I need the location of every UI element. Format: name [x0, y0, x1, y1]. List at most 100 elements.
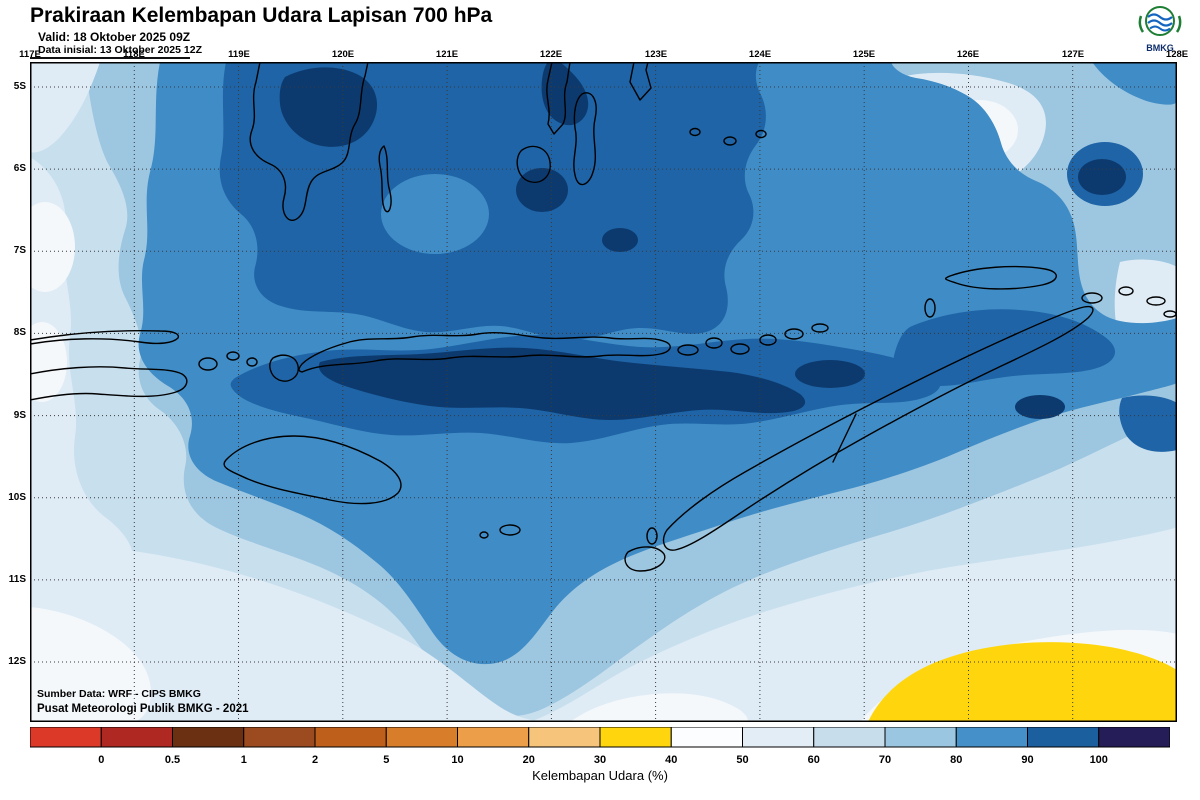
coastline-alor-east [784, 328, 804, 340]
lon-label: 121E [435, 49, 459, 60]
coastline-sumba [223, 435, 402, 505]
coastlines [30, 62, 1177, 572]
shade-30-40 [868, 642, 1177, 722]
lat-label: 7S [13, 245, 26, 256]
coastline-flores [298, 331, 671, 373]
colorbar-tick: 50 [736, 754, 748, 766]
colorbar-segment [1098, 727, 1170, 748]
source-line-2: Pusat Meteorologi Publik BMKG - 2021 [37, 703, 249, 715]
lon-label: 127E [1061, 49, 1085, 60]
lon-label: 118E [123, 49, 145, 60]
colorbar-segment [742, 727, 815, 748]
bmkg-logo: BMKG [1136, 2, 1184, 59]
lat-label: 9S [13, 410, 26, 421]
coastline-atauro [924, 298, 936, 318]
colorbar-segments [30, 727, 1170, 748]
coastline-alor [759, 334, 777, 346]
colorbar-tick: 100 [1090, 754, 1108, 766]
lon-label: 117E [19, 49, 41, 60]
colorbar-segment [528, 727, 601, 748]
coastline-timor-border [832, 413, 857, 463]
colorbar-segment [243, 727, 316, 748]
lon-label: 119E [228, 49, 250, 60]
lon-label: 123E [644, 49, 668, 60]
colorbar-tick: 10 [451, 754, 463, 766]
lon-label: 122E [539, 49, 563, 60]
coastline-islet [1081, 292, 1103, 304]
lat-label: 6S [13, 163, 26, 174]
coastline-komodo [269, 354, 299, 382]
coastline-islet [811, 323, 829, 333]
lat-label: 8S [13, 327, 26, 338]
colorbar-segment [457, 727, 530, 748]
colorbar-tick: 20 [523, 754, 535, 766]
source-line-1: Sumber Data: WRF - CIPS BMKG [37, 688, 201, 700]
colorbar-tick: 60 [808, 754, 820, 766]
lat-label: 11S [8, 574, 26, 585]
coastline-rote [624, 546, 666, 572]
colorbar-segment [884, 727, 957, 748]
coastline-se-sulawesi [546, 62, 571, 135]
page-title: Prakiraan Kelembapan Udara Lapisan 700 h… [30, 4, 493, 27]
humidity-map-canvas [30, 62, 1177, 722]
colorbar-tick: 2 [312, 754, 318, 766]
colorbar-label: Kelembapan Udara (%) [532, 768, 668, 783]
coastline-timor [662, 305, 1094, 551]
coastline-wetar [944, 265, 1057, 290]
coastline-islet [1146, 296, 1166, 306]
coastline-islet [198, 357, 218, 371]
colorbar-segment [314, 727, 387, 748]
coastline-lembata [705, 337, 723, 349]
colorbar-segment [1027, 727, 1100, 748]
coastline-solor [677, 344, 699, 356]
valid-time-label: Valid: 18 Oktober 2025 09Z [38, 30, 191, 44]
coastline-island [629, 62, 652, 101]
coastline-islet [246, 357, 258, 367]
coastline-islet [723, 136, 737, 146]
lat-label: 12S [8, 656, 26, 667]
coastline-islet [1118, 286, 1134, 296]
coastline-muna [516, 145, 551, 183]
lon-label: 126E [956, 49, 980, 60]
coastline-islet [226, 351, 240, 361]
colorbar-segment [813, 727, 886, 748]
lat-label: 10S [8, 492, 26, 503]
coastline-savu [499, 524, 521, 536]
colorbar-tick: 40 [665, 754, 677, 766]
header-divider [30, 57, 190, 59]
colorbar-segment [670, 727, 743, 748]
coastline-raijua [479, 531, 489, 539]
colorbar-tick: 70 [879, 754, 891, 766]
colorbar-segment [955, 727, 1028, 748]
colorbar-segment [385, 727, 458, 748]
humidity-map: Sumber Data: WRF - CIPS BMKG Pusat Meteo… [30, 62, 1177, 722]
colorbar-segment [599, 727, 672, 748]
colorbar-tick: 90 [1021, 754, 1033, 766]
lon-label: 125E [852, 49, 876, 60]
colorbar-tick: 0.5 [165, 754, 180, 766]
lon-label: 120E [331, 49, 355, 60]
shade-80-90-hole [381, 174, 489, 254]
init-time-label: Data inisial: 13 Oktober 2025 12Z [38, 44, 202, 56]
bmkg-logo-text: BMKG [1146, 43, 1174, 53]
coastline-moyo [30, 330, 180, 345]
coastline-semau [646, 527, 658, 545]
coastline-pantar [730, 343, 750, 355]
colorbar-segment [100, 727, 173, 748]
coastline-islet [689, 127, 701, 137]
colorbar-tick: 5 [383, 754, 389, 766]
coastline-buton [573, 92, 597, 186]
map-border [30, 62, 1177, 722]
colorbar-segment [172, 727, 245, 748]
colorbar-tick: 0 [98, 754, 104, 766]
colorbar-tick: 30 [594, 754, 606, 766]
lat-label: 5S [13, 81, 26, 92]
lon-label: 128E [1165, 49, 1189, 60]
coastline-islet [755, 129, 767, 139]
coastline-sumbawa [30, 366, 188, 401]
colorbar-segment [30, 727, 102, 748]
colorbar-ticks: 0 0.5 1 2 5 10 20 30 40 50 60 70 80 90 1… [98, 754, 1108, 766]
colorbar-tick: 80 [950, 754, 962, 766]
colorbar: 0 0.5 1 2 5 10 20 30 40 50 60 70 80 90 1… [30, 727, 1170, 766]
